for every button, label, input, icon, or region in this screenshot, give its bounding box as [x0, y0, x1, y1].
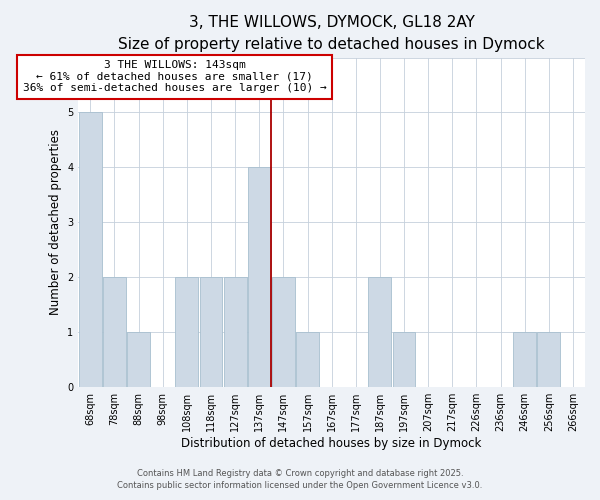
- Bar: [513, 332, 536, 387]
- Bar: [127, 332, 150, 387]
- X-axis label: Distribution of detached houses by size in Dymock: Distribution of detached houses by size …: [181, 437, 482, 450]
- Bar: [272, 278, 295, 387]
- Bar: [248, 168, 271, 387]
- Title: 3, THE WILLOWS, DYMOCK, GL18 2AY
Size of property relative to detached houses in: 3, THE WILLOWS, DYMOCK, GL18 2AY Size of…: [118, 15, 545, 52]
- Y-axis label: Number of detached properties: Number of detached properties: [49, 130, 62, 316]
- Bar: [79, 112, 102, 387]
- Bar: [368, 278, 391, 387]
- Text: Contains HM Land Registry data © Crown copyright and database right 2025.
Contai: Contains HM Land Registry data © Crown c…: [118, 468, 482, 490]
- Bar: [392, 332, 415, 387]
- Bar: [538, 332, 560, 387]
- Text: 3 THE WILLOWS: 143sqm
← 61% of detached houses are smaller (17)
36% of semi-deta: 3 THE WILLOWS: 143sqm ← 61% of detached …: [23, 60, 326, 94]
- Bar: [200, 278, 223, 387]
- Bar: [224, 278, 247, 387]
- Bar: [296, 332, 319, 387]
- Bar: [103, 278, 126, 387]
- Bar: [175, 278, 199, 387]
